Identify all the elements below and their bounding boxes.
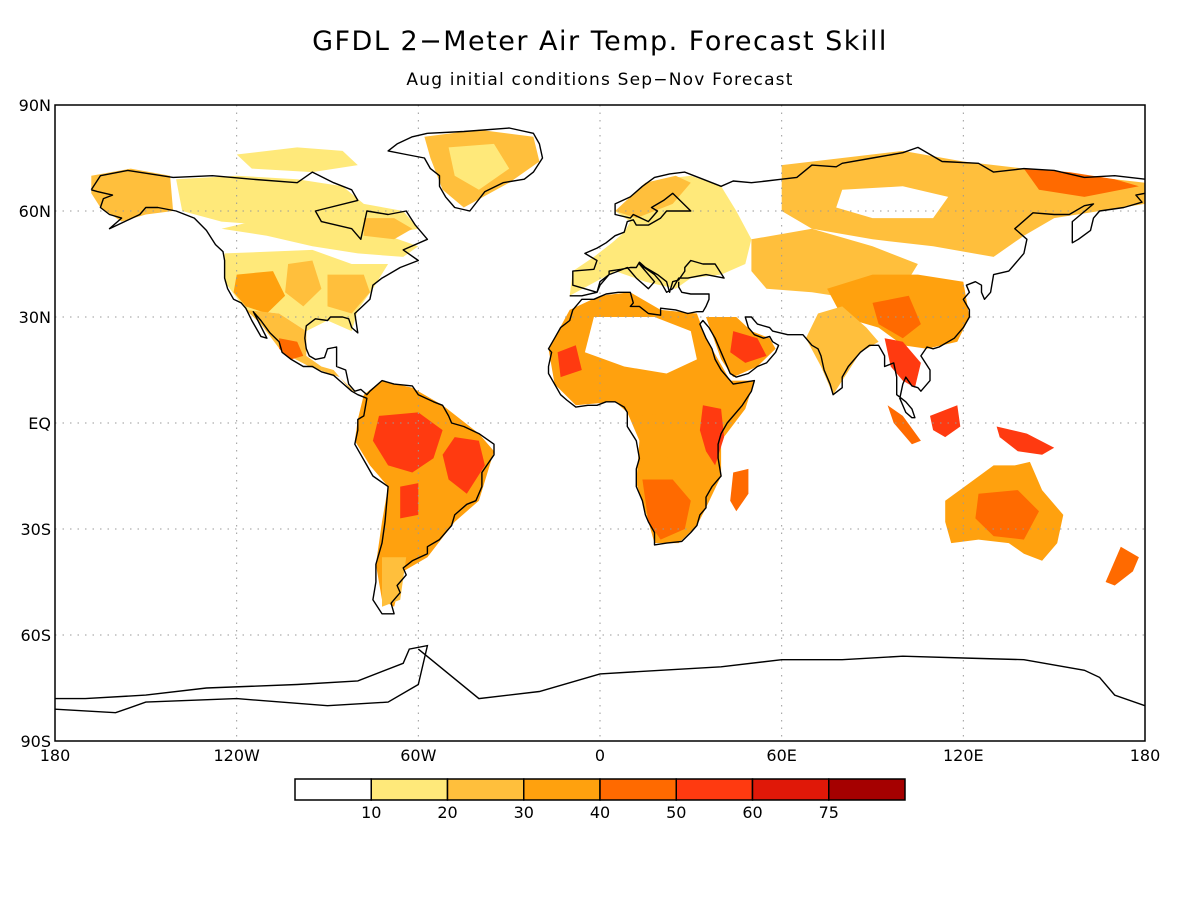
skill-region-borneo: [930, 405, 961, 438]
colorbar-label: 60: [742, 803, 762, 822]
skill-region-arctic-islands: [236, 147, 358, 173]
skill-region-greenland-core: [448, 143, 510, 190]
lat-tick-label: 30N: [19, 308, 51, 327]
skill-region-europe: [569, 175, 752, 296]
lat-tick-label: EQ: [28, 414, 51, 433]
map-subtitle: Aug initial conditions Sep−Nov Forecast: [406, 70, 794, 90]
skill-region-alaska: [91, 168, 174, 222]
lon-tick-label: 120W: [213, 746, 260, 765]
lon-tick-label: 60W: [400, 746, 436, 765]
skill-region-sahara: [584, 317, 697, 374]
skill-region-sumatra: [887, 405, 921, 445]
lon-tick-label: 180: [1130, 746, 1161, 765]
antarctic-coastline-0: [55, 644, 429, 714]
skill-region-hudson-east: [363, 218, 413, 240]
colorbar-swatch: [599, 778, 677, 801]
colorbar: 10 20 30 40 50 60 75: [294, 778, 906, 822]
skill-region-us-west: [233, 271, 286, 314]
skill-region-australia-core: [975, 490, 1039, 540]
skill-region-india: [805, 306, 879, 395]
lat-tick-label: 60N: [19, 202, 51, 221]
antarctic-coastline-1: [417, 648, 1145, 707]
skill-region-southern-africa: [642, 479, 691, 540]
skill-shading: [91, 129, 1145, 607]
skill-region-southeast-asia: [884, 338, 921, 388]
coastline-2: [569, 146, 1145, 297]
colorbar-label: 75: [819, 803, 839, 822]
skill-region-far-east-russia: [1023, 168, 1139, 197]
lat-tick-label: 90N: [19, 96, 51, 115]
skill-region-canada-south: [221, 218, 419, 257]
colorbar-label: 30: [514, 803, 534, 822]
colorbar-label: 40: [590, 803, 610, 822]
lat-tick-label: 90S: [20, 732, 51, 751]
skill-region-sahel-west: [557, 345, 582, 378]
colorbar-swatch: [751, 778, 830, 801]
skill-region-scandinavia: [615, 175, 691, 219]
coastline-3: [547, 192, 1145, 546]
skill-region-arabia-core: [730, 331, 767, 363]
skill-region-china-core: [872, 295, 921, 339]
lon-tick-label: 180: [40, 746, 71, 765]
colorbar-swatch: [370, 778, 449, 801]
colorbar-swatch: [294, 778, 372, 801]
skill-region-new-zealand: [1105, 546, 1139, 586]
colorbar-swatch: [828, 778, 906, 801]
coastlines: [55, 127, 1145, 714]
skill-region-madagascar: [730, 468, 749, 512]
skill-region-mexico-core: [279, 338, 304, 360]
lon-tick-label: 0: [595, 746, 605, 765]
gridlines: [55, 105, 1145, 741]
lat-tick-labels: 90N 60N 30N EQ 30S 60S 90S: [19, 96, 51, 751]
colorbar-label: 20: [437, 803, 457, 822]
colorbar-swatch: [523, 778, 601, 801]
map-frame: [54, 104, 1146, 742]
skill-region-brazil-east: [442, 437, 485, 494]
skill-region-siberia-core: [836, 186, 949, 219]
skill-region-canada-north: [176, 175, 419, 240]
colorbar-label: 50: [666, 803, 686, 822]
lat-tick-label: 60S: [20, 626, 51, 645]
skill-region-new-guinea: [996, 426, 1055, 455]
coastline-1: [387, 127, 544, 212]
skill-region-amazon: [372, 412, 443, 473]
colorbar-swatch: [446, 778, 525, 801]
skill-region-us-east: [327, 274, 370, 314]
skill-region-us-plains: [285, 260, 322, 307]
lon-tick-label: 60E: [766, 746, 796, 765]
skill-region-congo: [636, 412, 691, 459]
skill-region-bolivia: [400, 483, 419, 519]
lon-tick-label: 120E: [943, 746, 984, 765]
skill-region-patagonia: [382, 557, 407, 607]
lon-tick-labels: 180 120W 60W 0 60E 120E 180: [40, 746, 1161, 765]
colorbar-label: 10: [361, 803, 381, 822]
lat-tick-label: 30S: [20, 520, 51, 539]
map-title: GFDL 2−Meter Air Temp. Forecast Skill: [312, 26, 888, 57]
colorbar-swatch: [675, 778, 754, 801]
coastline-0: [90, 169, 495, 615]
